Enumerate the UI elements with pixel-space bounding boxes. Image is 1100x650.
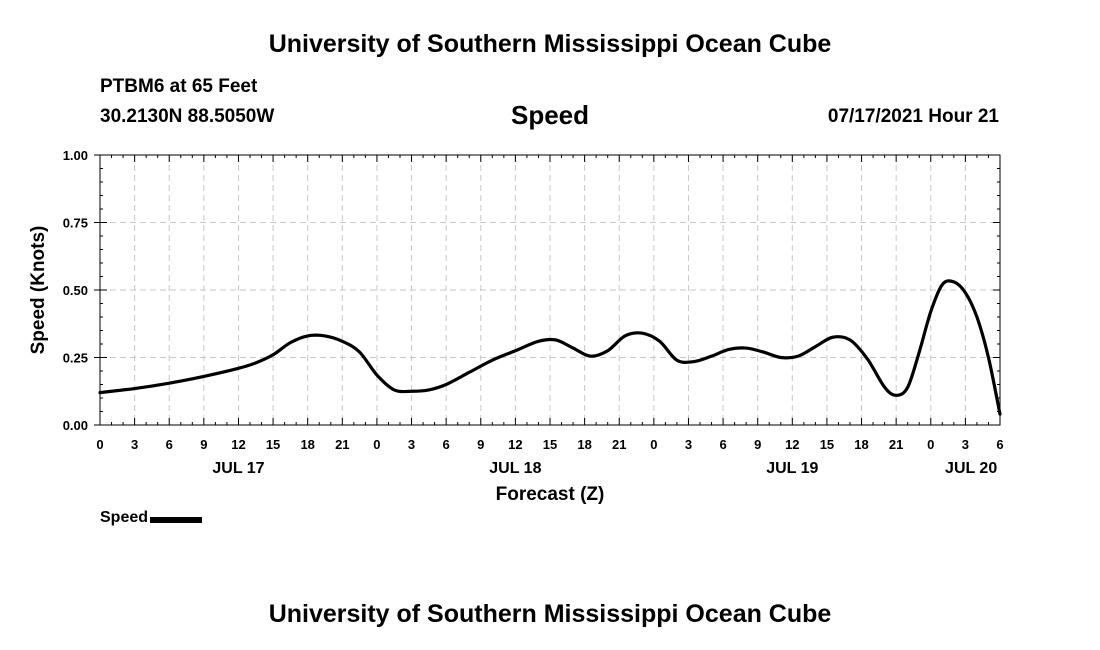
x-axis-title: Forecast (Z): [496, 484, 605, 505]
legend-label: Speed: [100, 509, 149, 526]
x-tick-label: 6: [719, 437, 726, 452]
y-tick-label: 0.50: [63, 283, 88, 298]
coordinates-label: 30.2130N 88.5050W: [100, 106, 275, 127]
x-tick-label: 9: [754, 437, 761, 452]
station-label: PTBM6 at 65 Feet: [100, 76, 258, 97]
x-tick-label: 6: [166, 437, 173, 452]
x-tick-label: 15: [266, 437, 280, 452]
x-tick-label: 15: [543, 437, 557, 452]
x-tick-label: 21: [335, 437, 349, 452]
y-tick-label: 0.25: [63, 351, 88, 366]
parameter-title: Speed: [510, 100, 590, 130]
legend-line-swatch: [150, 517, 203, 523]
y-tick-label: 0.75: [63, 216, 88, 231]
x-tick-label: 15: [820, 437, 834, 452]
x-day-label: JUL 18: [489, 460, 541, 477]
x-tick-label: 12: [785, 437, 799, 452]
y-tick-label: 0.00: [63, 418, 88, 433]
legend: Speed: [100, 509, 203, 527]
x-day-label: JUL 20: [945, 460, 997, 477]
x-tick-label: 9: [477, 437, 484, 452]
forecast-datetime: 07/17/2021 Hour 21: [827, 106, 999, 127]
speed-series-line: [98, 279, 1002, 416]
chart-title-top: University of Southern Mississippi Ocean…: [268, 30, 832, 58]
x-tick-label: 12: [231, 437, 245, 452]
x-tick-label: 9: [200, 437, 207, 452]
x-tick-label: 12: [508, 437, 522, 452]
x-day-label: JUL 17: [212, 460, 264, 477]
x-tick-label: 21: [612, 437, 626, 452]
x-tick-label: 3: [685, 437, 692, 452]
x-tick-label: 18: [300, 437, 314, 452]
x-tick-label: 3: [408, 437, 415, 452]
chart-title-bottom: University of Southern Mississippi Ocean…: [268, 600, 832, 628]
x-tick-label: 3: [962, 437, 969, 452]
x-tick-label: 0: [373, 437, 380, 452]
x-tick-label: 18: [854, 437, 868, 452]
x-day-label: JUL 19: [766, 460, 818, 477]
x-tick-label: 3: [131, 437, 138, 452]
y-axis-title: Speed (Knots): [28, 226, 49, 355]
x-tick-label: 21: [889, 437, 903, 452]
x-tick-label: 18: [577, 437, 591, 452]
y-tick-label: 1.00: [63, 148, 88, 163]
x-tick-label: 0: [927, 437, 934, 452]
x-tick-label: 6: [443, 437, 450, 452]
x-tick-label: 0: [650, 437, 657, 452]
x-tick-label: 0: [96, 437, 103, 452]
x-tick-label: 6: [996, 437, 1003, 452]
